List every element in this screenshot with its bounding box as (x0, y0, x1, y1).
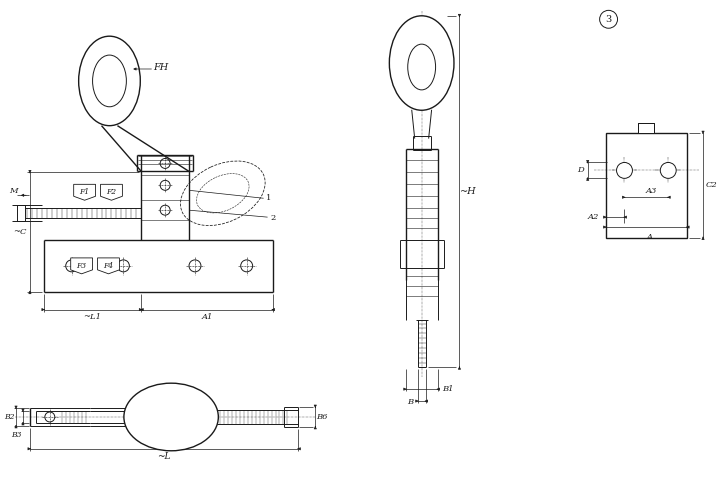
Circle shape (660, 162, 676, 178)
Text: ~L1: ~L1 (84, 312, 102, 321)
Text: FH: FH (153, 63, 169, 71)
Text: B3: B3 (11, 431, 21, 439)
Circle shape (160, 180, 170, 190)
Bar (606, 133, 687, 238)
Polygon shape (100, 184, 122, 200)
Text: A: A (646, 233, 652, 241)
Text: C2: C2 (706, 181, 718, 189)
Text: 2: 2 (271, 214, 276, 222)
Ellipse shape (79, 36, 140, 126)
Text: F3: F3 (76, 262, 87, 270)
Text: B2: B2 (4, 413, 15, 421)
Text: 3: 3 (606, 15, 611, 24)
Text: B1: B1 (442, 385, 453, 393)
Ellipse shape (124, 383, 218, 451)
Text: B6: B6 (316, 413, 328, 421)
Text: F1: F1 (79, 188, 89, 196)
Text: A2: A2 (588, 213, 599, 221)
Circle shape (65, 260, 78, 272)
Bar (638, 123, 654, 133)
Circle shape (189, 260, 201, 272)
Polygon shape (73, 184, 95, 200)
Circle shape (160, 205, 170, 215)
Text: F2: F2 (106, 188, 116, 196)
Text: B: B (406, 398, 413, 406)
Text: M: M (9, 187, 17, 195)
Ellipse shape (390, 16, 454, 110)
Text: ~C: ~C (13, 228, 27, 236)
Ellipse shape (92, 55, 126, 107)
Polygon shape (97, 258, 119, 274)
Circle shape (616, 162, 632, 178)
Text: F4: F4 (103, 262, 113, 270)
Polygon shape (71, 258, 92, 274)
Text: 1: 1 (266, 194, 271, 202)
Text: ~L: ~L (158, 452, 171, 461)
Circle shape (160, 159, 170, 168)
Text: D: D (577, 166, 584, 174)
Circle shape (600, 10, 617, 28)
Circle shape (118, 260, 129, 272)
Text: ~H: ~H (460, 187, 477, 196)
Text: A3: A3 (646, 187, 657, 195)
Ellipse shape (408, 44, 435, 90)
Text: A1: A1 (201, 312, 212, 321)
Circle shape (45, 412, 55, 422)
Circle shape (241, 260, 253, 272)
